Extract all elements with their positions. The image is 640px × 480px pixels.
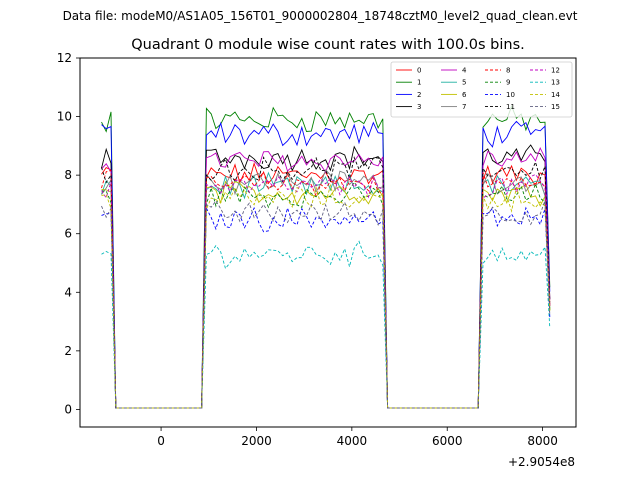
- y-tick-label: 12: [57, 51, 72, 65]
- legend-label-4: 4: [462, 67, 467, 75]
- legend-label-9: 9: [506, 79, 510, 87]
- x-tick-label: 4000: [337, 434, 368, 448]
- legend-label-1: 1: [417, 79, 421, 87]
- legend-label-2: 2: [417, 91, 421, 99]
- y-tick-label: 8: [64, 168, 72, 182]
- y-tick-label: 0: [64, 402, 72, 416]
- y-tick-label: 2: [64, 344, 72, 358]
- legend-label-13: 13: [551, 79, 560, 87]
- legend-label-7: 7: [462, 103, 466, 111]
- y-tick-label: 4: [64, 285, 72, 299]
- y-axis: 0 2 4 6 8 10 12: [57, 51, 80, 416]
- legend-frame: [390, 61, 573, 118]
- series-line-10: [101, 206, 551, 409]
- legend-label-6: 6: [462, 91, 467, 99]
- legend-label-0: 0: [417, 67, 421, 75]
- chart-title: Quadrant 0 module wise count rates with …: [131, 37, 525, 53]
- series-lines: [101, 104, 551, 409]
- x-tick-label: 6000: [432, 434, 463, 448]
- y-tick-label: 6: [64, 227, 72, 241]
- figure-suptitle: Data file: modeM0/AS1A05_156T01_90000028…: [63, 9, 578, 23]
- x-offset-label: +2.9054e8: [508, 455, 575, 469]
- legend-label-14: 14: [551, 91, 560, 99]
- x-tick-label: 2000: [241, 434, 272, 448]
- axes-frame: [79, 57, 577, 428]
- series-line-14: [101, 183, 551, 409]
- legend-label-3: 3: [417, 103, 421, 111]
- series-line-15: [101, 200, 551, 409]
- legend-label-10: 10: [506, 91, 515, 99]
- y-tick-label: 10: [57, 110, 72, 124]
- x-axis: 0 2000 4000 6000 8000: [157, 427, 558, 448]
- legend-label-11: 11: [506, 103, 515, 111]
- legend-label-8: 8: [506, 67, 510, 75]
- x-tick-label: 8000: [527, 434, 558, 448]
- x-tick-label: 0: [157, 434, 165, 448]
- legend-label-15: 15: [551, 103, 560, 111]
- legend-label-5: 5: [462, 79, 466, 87]
- plot-area: [79, 57, 577, 428]
- legend-label-12: 12: [551, 67, 560, 75]
